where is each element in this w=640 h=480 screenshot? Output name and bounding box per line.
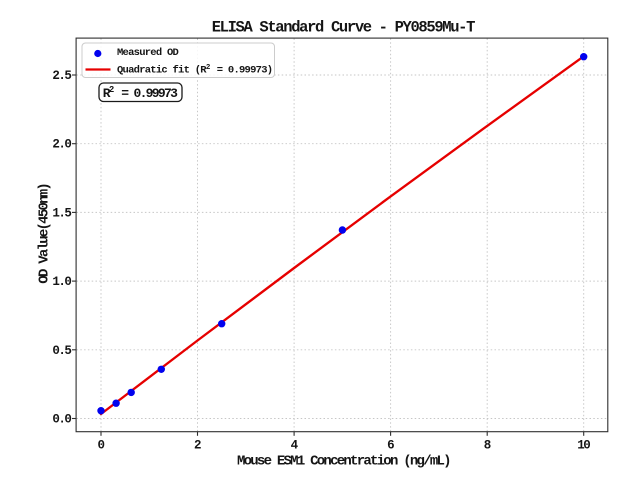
svg-text:Measured OD: Measured OD [117,47,179,59]
svg-text:Mouse ESM1 Concentration (ng/m: Mouse ESM1 Concentration (ng/mL) [237,454,450,470]
svg-text:ELISA Standard Curve - PY0859M: ELISA Standard Curve - PY0859Mu-T [212,19,475,37]
svg-text:4: 4 [291,439,299,453]
svg-text:2: 2 [194,439,201,453]
svg-text:2.5: 2.5 [52,69,71,83]
svg-text:R2 = 0.99973: R2 = 0.99973 [103,85,178,101]
svg-text:OD Value(450nm): OD Value(450nm) [37,184,53,284]
svg-text:Quadratic fit (R2 = 0.99973): Quadratic fit (R2 = 0.99973) [117,64,272,77]
svg-text:0.0: 0.0 [52,413,71,427]
svg-text:0: 0 [97,439,104,453]
svg-text:8: 8 [484,439,491,453]
svg-text:1.5: 1.5 [52,206,71,220]
svg-text:0.5: 0.5 [52,344,71,358]
svg-text:10: 10 [577,439,590,453]
svg-text:1.0: 1.0 [52,275,71,289]
svg-text:2.0: 2.0 [52,138,71,152]
svg-text:6: 6 [387,439,394,453]
